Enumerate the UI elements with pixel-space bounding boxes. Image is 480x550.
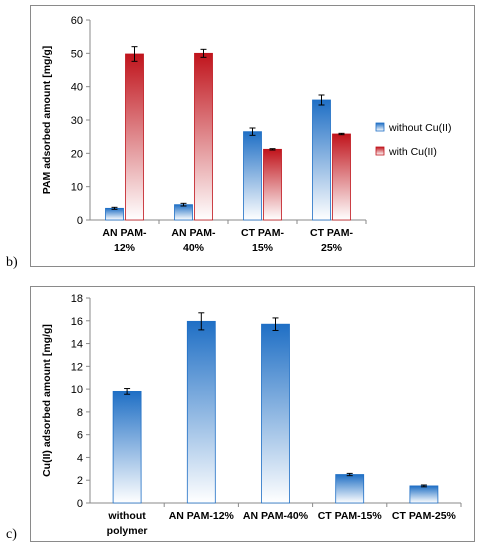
y-tick-label: 10 (71, 384, 83, 396)
bar (194, 52, 213, 221)
x-tick-label: CT PAM-15% (318, 510, 383, 522)
y-tick-label: 50 (71, 48, 83, 60)
x-tick-label: CT PAM- (241, 227, 284, 239)
legend-swatch (375, 146, 385, 156)
y-tick-label: 20 (71, 148, 83, 160)
bar (105, 207, 124, 221)
chart-panel-c: 0 2 4 6 8 10 12 14 16 18 Cu(II) adsorbed amount [m… (30, 286, 475, 542)
y-tick-label: 14 (71, 339, 83, 351)
bar (312, 99, 331, 221)
bar (335, 474, 365, 504)
y-tick-label: 4 (77, 452, 83, 464)
legend-label: without Cu(II) (388, 122, 451, 134)
y-tick-label: 0 (77, 215, 83, 227)
x-tick-label: 25% (321, 242, 343, 254)
x-tick-label: 40% (183, 242, 205, 254)
y-tick-label: 12 (71, 361, 83, 373)
y-tick-label: 10 (71, 182, 83, 194)
bar (186, 320, 216, 504)
x-tick-label: CT PAM- (310, 227, 353, 239)
y-tick-label: 2 (77, 475, 83, 487)
legend-swatch (375, 122, 385, 132)
y-tick-label: 18 (71, 293, 83, 305)
chart-b: 0 10 20 30 40 50 60 PAM adsorbed amount [mg/g] A… (41, 15, 451, 254)
y-tick-label: 60 (71, 15, 83, 27)
x-tick-label: polymer (107, 525, 148, 537)
bar (261, 323, 290, 504)
y-axis-title: PAM adsorbed amount [mg/g] (41, 46, 53, 195)
x-tick-label: 12% (114, 242, 136, 254)
y-axis-title: Cu(II) adsorbed amount [mg/g] (41, 324, 53, 477)
bar (409, 485, 439, 504)
x-tick-label: 15% (252, 242, 274, 254)
y-tick-label: 0 (77, 498, 83, 510)
y-tick-label: 16 (71, 316, 83, 328)
bar (174, 204, 193, 221)
x-tick-label: CT PAM-25% (392, 510, 457, 522)
chart-panel-b: 0 10 20 30 40 50 60 PAM adsorbed amount [mg/g] A… (30, 5, 475, 267)
x-tick-label: AN PAM-12% (169, 510, 235, 522)
y-tick-label: 8 (77, 407, 83, 419)
y-tick-label: 40 (71, 82, 83, 94)
bar (243, 131, 262, 221)
panel-label-c: c) (6, 527, 17, 542)
bar (263, 148, 282, 221)
x-tick-label: without (107, 510, 146, 522)
bar (332, 133, 351, 221)
y-tick-label: 6 (77, 430, 83, 442)
x-tick-label: AN PAM- (171, 227, 216, 239)
bar (125, 53, 144, 221)
x-tick-label: AN PAM- (102, 227, 147, 239)
legend-label: with Cu(II) (388, 146, 437, 158)
bar (112, 390, 142, 504)
chart-c: 0 2 4 6 8 10 12 14 16 18 Cu(II) adsorbed amount [m… (41, 293, 462, 537)
panel-label-b: b) (6, 255, 18, 270)
y-tick-label: 30 (71, 115, 83, 127)
x-tick-label: AN PAM-40% (243, 510, 309, 522)
